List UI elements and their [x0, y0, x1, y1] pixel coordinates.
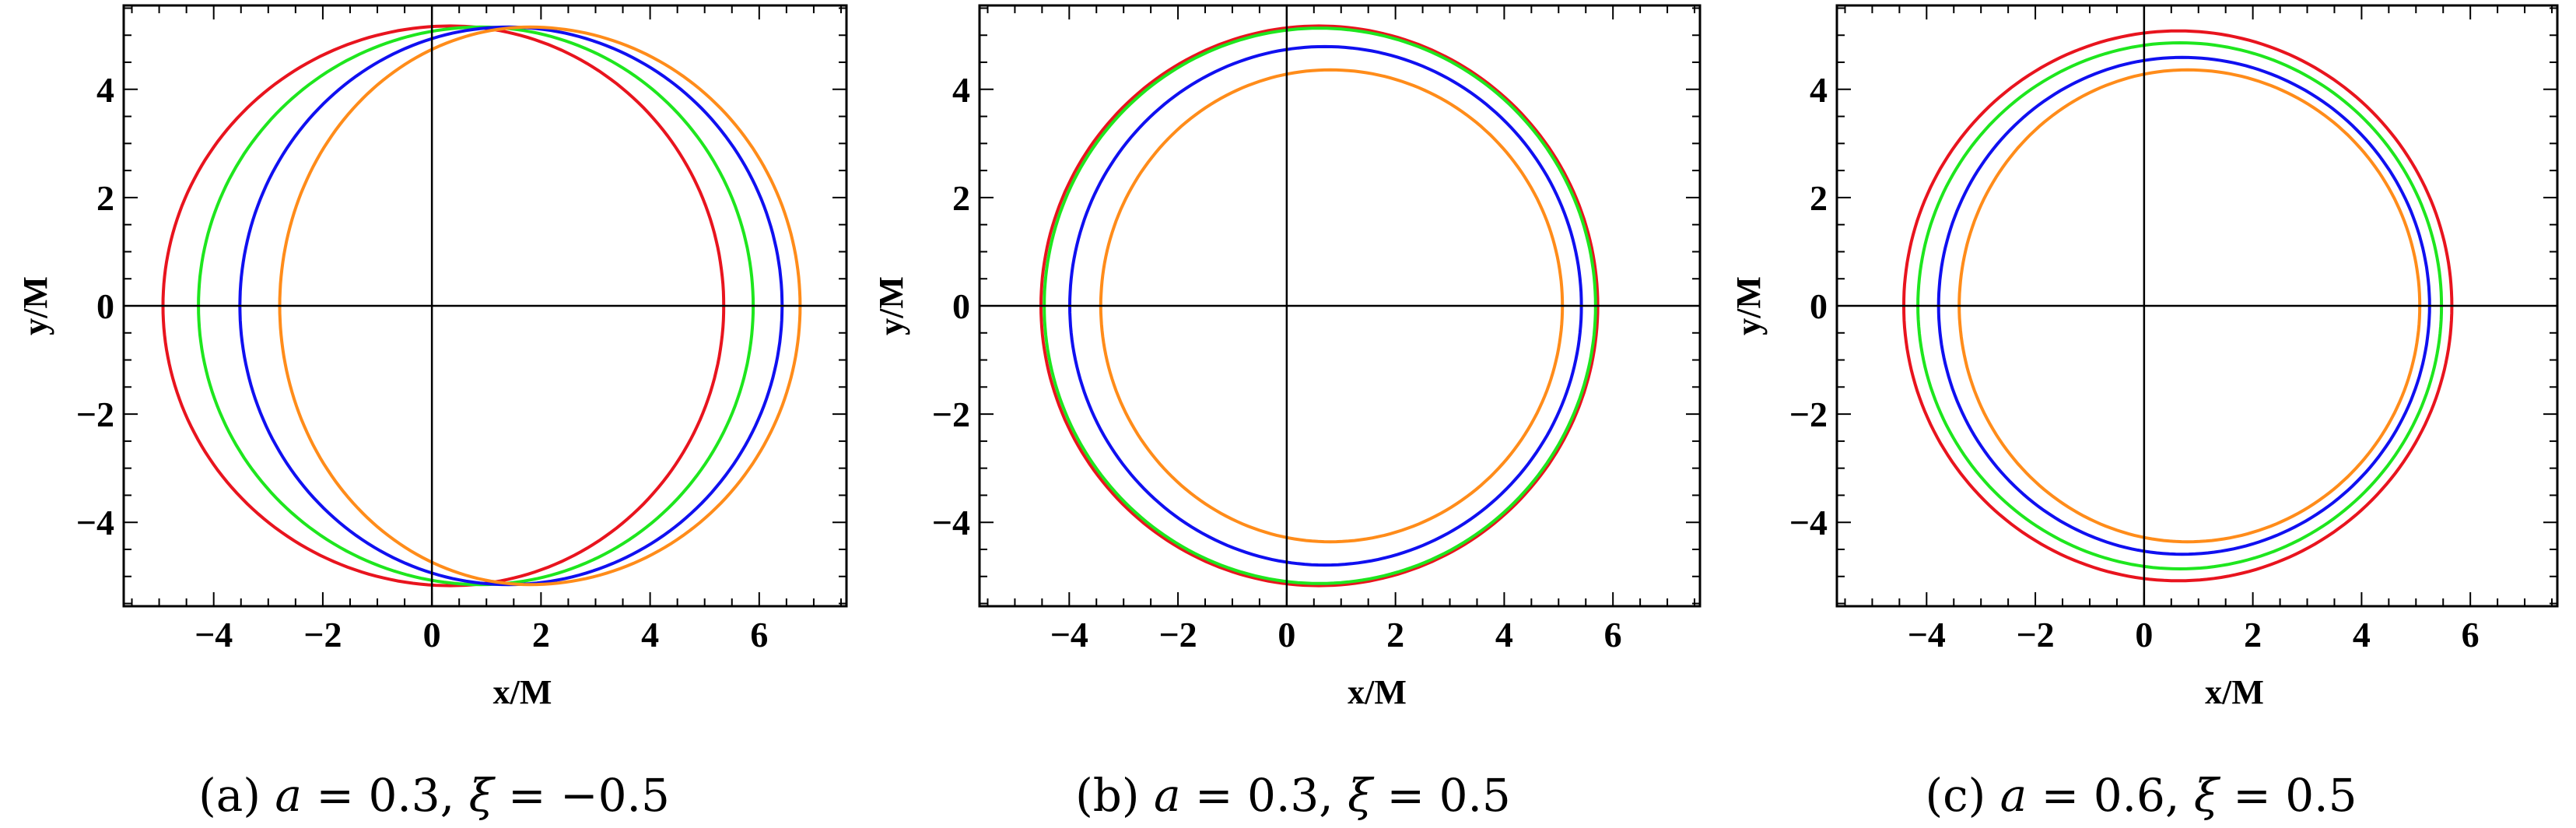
x-tick-label: 0 [1277, 615, 1295, 654]
x-tick-label: 6 [2462, 615, 2480, 654]
x-tick-label: 2 [532, 615, 550, 654]
x-tick-label: −2 [2016, 615, 2054, 654]
y-tick-label: 0 [1810, 286, 1828, 326]
y-tick-label: −4 [932, 503, 970, 542]
y-tick-label: 2 [952, 178, 970, 218]
x-tick-label: 4 [2353, 615, 2371, 654]
x-tick-label: 6 [750, 615, 768, 654]
y-tick-label: −2 [76, 395, 114, 434]
y-tick-label: 0 [96, 286, 114, 326]
x-tick-label: 2 [1386, 615, 1404, 654]
panel-c: (c) a = 0.6, ξ = 0.5 −4 −2 0 2 4 6 −4 −2 0 2 4 x/M y… [1730, 4, 2559, 822]
x-tick-label: 6 [1604, 615, 1622, 654]
y-tick-label: −2 [1789, 395, 1828, 434]
y-axis-label: y/M [16, 276, 54, 335]
y-tick-label: 4 [952, 70, 970, 110]
x-tick-label: −2 [1158, 615, 1197, 654]
y-tick-label: −4 [1789, 503, 1828, 542]
caption-c: (c) a = 0.6, ξ = 0.5 [1925, 769, 2357, 822]
x-tick-label: −4 [195, 615, 233, 654]
y-tick-label: 2 [96, 178, 114, 218]
caption-a: (a) a = 0.3, ξ = −0.5 [198, 769, 670, 822]
y-tick-label: 4 [96, 70, 114, 110]
y-tick-label: −2 [932, 395, 970, 434]
x-tick-label: −2 [303, 615, 342, 654]
x-tick-label: 4 [1495, 615, 1513, 654]
y-tick-label: 2 [1810, 178, 1828, 218]
caption-b: (b) a = 0.3, ξ = 0.5 [1075, 769, 1511, 822]
y-tick-label: 0 [952, 286, 970, 326]
x-tick-label: −4 [1908, 615, 1946, 654]
x-axis-label: x/M [1348, 673, 1407, 711]
x-axis-label: x/M [493, 673, 552, 711]
x-axis-label: x/M [2205, 673, 2264, 711]
y-tick-label: −4 [76, 503, 114, 542]
y-axis-label: y/M [1730, 276, 1768, 335]
x-tick-label: 0 [423, 615, 441, 654]
y-tick-label: 4 [1810, 70, 1828, 110]
x-tick-label: 4 [641, 615, 659, 654]
panel-a: (a) a = 0.3, ξ = −0.5 −4 −2 0 2 4 6 −4 −2 0 2 4 x/M… [16, 4, 848, 822]
x-tick-label: 2 [2244, 615, 2262, 654]
x-tick-label: −4 [1050, 615, 1088, 654]
x-tick-label: 0 [2135, 615, 2153, 654]
y-axis-label: y/M [872, 276, 910, 335]
panel-b: (b) a = 0.3, ξ = 0.5 −4 −2 0 2 4 6 −4 −2 0 2 4 x/M y… [872, 4, 1702, 822]
